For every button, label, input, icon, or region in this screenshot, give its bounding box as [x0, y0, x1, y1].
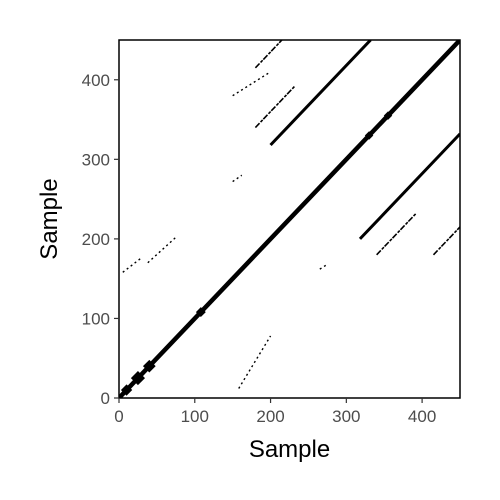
y-tick-label-400: 400 — [82, 71, 110, 90]
x-tick-label-100: 100 — [181, 407, 209, 426]
x-tick-label-200: 200 — [256, 407, 284, 426]
y-tick-label-200: 200 — [82, 230, 110, 249]
y-tick-label-100: 100 — [82, 309, 110, 328]
x-tick-label-400: 400 — [408, 407, 436, 426]
x-axis-title: Sample — [249, 436, 330, 463]
y-axis-title: Sample — [36, 178, 63, 259]
y-tick-label-0: 0 — [101, 389, 110, 408]
y-tick-label-300: 300 — [82, 150, 110, 169]
x-tick-label-300: 300 — [332, 407, 360, 426]
x-tick-label-0: 0 — [114, 407, 123, 426]
